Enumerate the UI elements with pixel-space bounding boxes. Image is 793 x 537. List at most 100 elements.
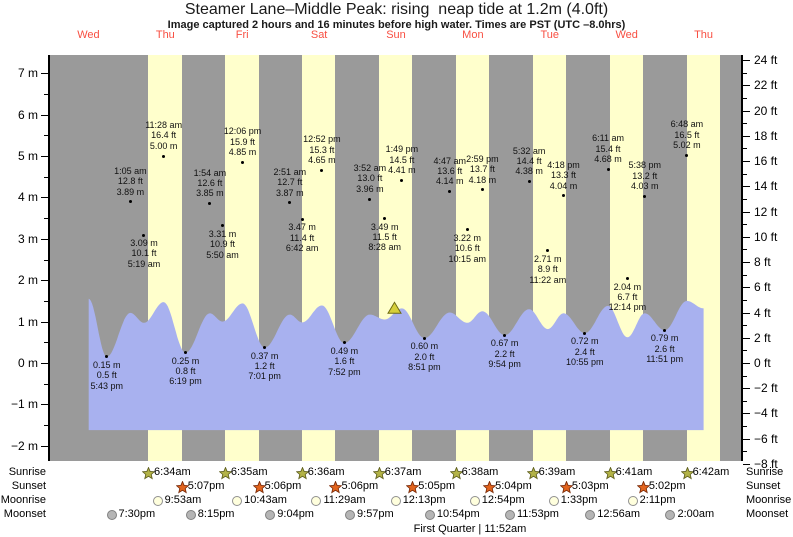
low-tide-annotation: 2.71 m 8.9 ft 11:22 am: [516, 254, 580, 285]
tide-annotation-line: 10.1 ft: [131, 248, 157, 259]
tide-point-dot: [288, 201, 292, 205]
right-axis-tick: [743, 60, 750, 62]
moonset-time: 12:56am: [597, 508, 641, 520]
moonrise-icon: [232, 496, 243, 506]
tide-annotation-line: 2.04 m: [613, 281, 642, 292]
tide-annotation-line: 16.5 ft: [674, 129, 700, 140]
sunset-row-label-left: Sunset: [11, 480, 46, 492]
sunrise-time: 6:41am: [615, 466, 653, 478]
tide-annotation-line: 9:54 pm: [488, 359, 521, 370]
moonrise-row-label-right: Moonrise: [746, 494, 792, 506]
right-axis-tick: [743, 299, 747, 301]
tide-annotation-line: 5:19 am: [127, 258, 161, 269]
plot-area: 1:05 am 12.8 ft 3.89 m 11:28 am 16.4 ft 5.00 …: [50, 55, 742, 461]
tide-annotation-line: 4.41 m: [388, 165, 416, 176]
right-axis-label: −4 ft: [754, 406, 778, 421]
day-name: Sat: [310, 29, 328, 41]
moonrise-time: 12:13pm: [402, 494, 446, 506]
right-axis-label: 12 ft: [754, 204, 778, 219]
right-axis-label: 8 ft: [754, 255, 771, 270]
tide-annotation-line: 5:38 pm: [628, 160, 661, 171]
tide-point-dot: [142, 233, 146, 237]
low-tide-annotation: 3.22 m 10.6 ft 10:15 am: [435, 233, 499, 264]
left-axis-tick: [44, 383, 48, 385]
left-axis-tick: [44, 425, 48, 427]
moonrise-icon: [627, 496, 638, 506]
tide-annotation-line: 4.65 m: [308, 155, 336, 166]
tide-point-dot: [480, 188, 484, 192]
moonset-icon: [106, 510, 117, 520]
high-tide-annotation: 2:51 am 12.7 ft 3.87 m: [258, 167, 322, 198]
low-tide-annotation: 0.72 m 2.4 ft 10:55 pm: [553, 336, 617, 367]
left-axis-tick: [41, 114, 48, 116]
tide-annotation-line: 3.96 m: [356, 183, 384, 194]
tide-annotation-line: 13.7 ft: [469, 164, 495, 175]
tide-point-dot: [383, 217, 387, 220]
high-tide-annotation: 6:48 am 16.5 ft 5.02 m: [655, 119, 719, 150]
sunset-time: 5:06pm: [341, 480, 379, 492]
day-label: Fri04-Nov: [236, 29, 249, 41]
tide-annotation-line: 11:28 am: [145, 120, 183, 130]
tide-annotation-line: 15.9 ft: [230, 136, 256, 147]
moonset-icon: [665, 510, 676, 520]
tide-annotation-line: 2:59 pm: [466, 153, 499, 164]
tide-point-dot: [320, 168, 324, 172]
tide-annotation-line: 5.02 m: [673, 139, 701, 150]
tide-annotation-line: 15.3 ft: [309, 144, 335, 155]
tide-annotation-line: 11.5 ft: [372, 231, 397, 242]
left-axis-tick: [44, 218, 48, 220]
day-name: Sun: [386, 29, 406, 41]
day-name: Mon: [462, 29, 484, 41]
left-axis-tick: [44, 93, 48, 95]
day-name: Tue: [540, 29, 560, 41]
tide-annotation-line: 2:51 am: [273, 166, 307, 177]
tide-annotation-line: 2.6 ft: [654, 343, 675, 354]
right-axis-tick: [743, 388, 750, 390]
tide-annotation-line: 5.00 m: [149, 140, 178, 151]
tide-point-dot: [208, 202, 212, 206]
day-name: Wed: [77, 29, 100, 41]
low-tide-annotation: 0.79 m 2.6 ft 11:51 pm: [633, 333, 697, 364]
sunrise-time: 6:39am: [538, 466, 576, 478]
tide-annotation-line: 11:51 pm: [646, 354, 684, 365]
tide-annotation-line: 2.71 m: [534, 253, 562, 264]
tide-annotation-line: 0.37 m: [250, 350, 279, 361]
tide-annotation-line: 10.6 ft: [454, 243, 480, 254]
right-axis-label: 24 ft: [754, 53, 778, 68]
tide-annotation-line: 1:49 pm: [385, 144, 419, 155]
day-name: Wed: [615, 29, 638, 41]
tide-point-dot: [606, 167, 610, 171]
moonrise-time: 9:53am: [164, 494, 202, 506]
sunset-icon: [482, 479, 497, 499]
right-axis-tick: [743, 350, 747, 352]
day-label: Thu10-Nov: [694, 29, 713, 41]
sunrise-icon: [295, 465, 310, 485]
tide-point-dot: [562, 194, 566, 198]
day-label: Mon07-Nov: [462, 29, 483, 41]
chart-subtitle: Image captured 2 hours and 16 minutes be…: [167, 19, 626, 31]
moonset-time: 2:00am: [677, 508, 715, 520]
right-axis-tick: [743, 426, 747, 428]
tide-annotation-line: 12.7 ft: [277, 177, 303, 188]
right-axis-label: 2 ft: [754, 330, 771, 345]
right-axis-tick: [743, 438, 750, 440]
tide-annotation-line: 10:55 pm: [565, 357, 604, 367]
left-axis-tick: [41, 321, 48, 323]
tide-annotation-line: 13.3 ft: [551, 170, 577, 181]
tide-point-dot: [546, 249, 550, 253]
high-tide-annotation: 6:11 am 15.4 ft 4.68 m: [576, 133, 640, 164]
right-axis-tick: [743, 249, 747, 251]
tide-annotation-line: 0.15 m: [92, 359, 121, 370]
tide-annotation-line: 6.7 ft: [617, 291, 638, 302]
tide-point-dot: [300, 217, 304, 221]
moonrise-time: 2:11pm: [639, 494, 676, 506]
right-axis-tick: [743, 98, 747, 99]
tide-annotation-line: 2.2 ft: [494, 348, 515, 359]
tide-point-dot: [263, 346, 267, 350]
tide-annotation-line: 4.18 m: [468, 174, 497, 185]
left-axis-label: 5 m: [17, 149, 38, 163]
right-axis-label: 18 ft: [754, 128, 778, 143]
moon-phase-label: First Quarter | 11:52am: [413, 523, 527, 535]
sunset-icon: [329, 479, 343, 499]
sunset-time: 5:06pm: [264, 480, 302, 492]
